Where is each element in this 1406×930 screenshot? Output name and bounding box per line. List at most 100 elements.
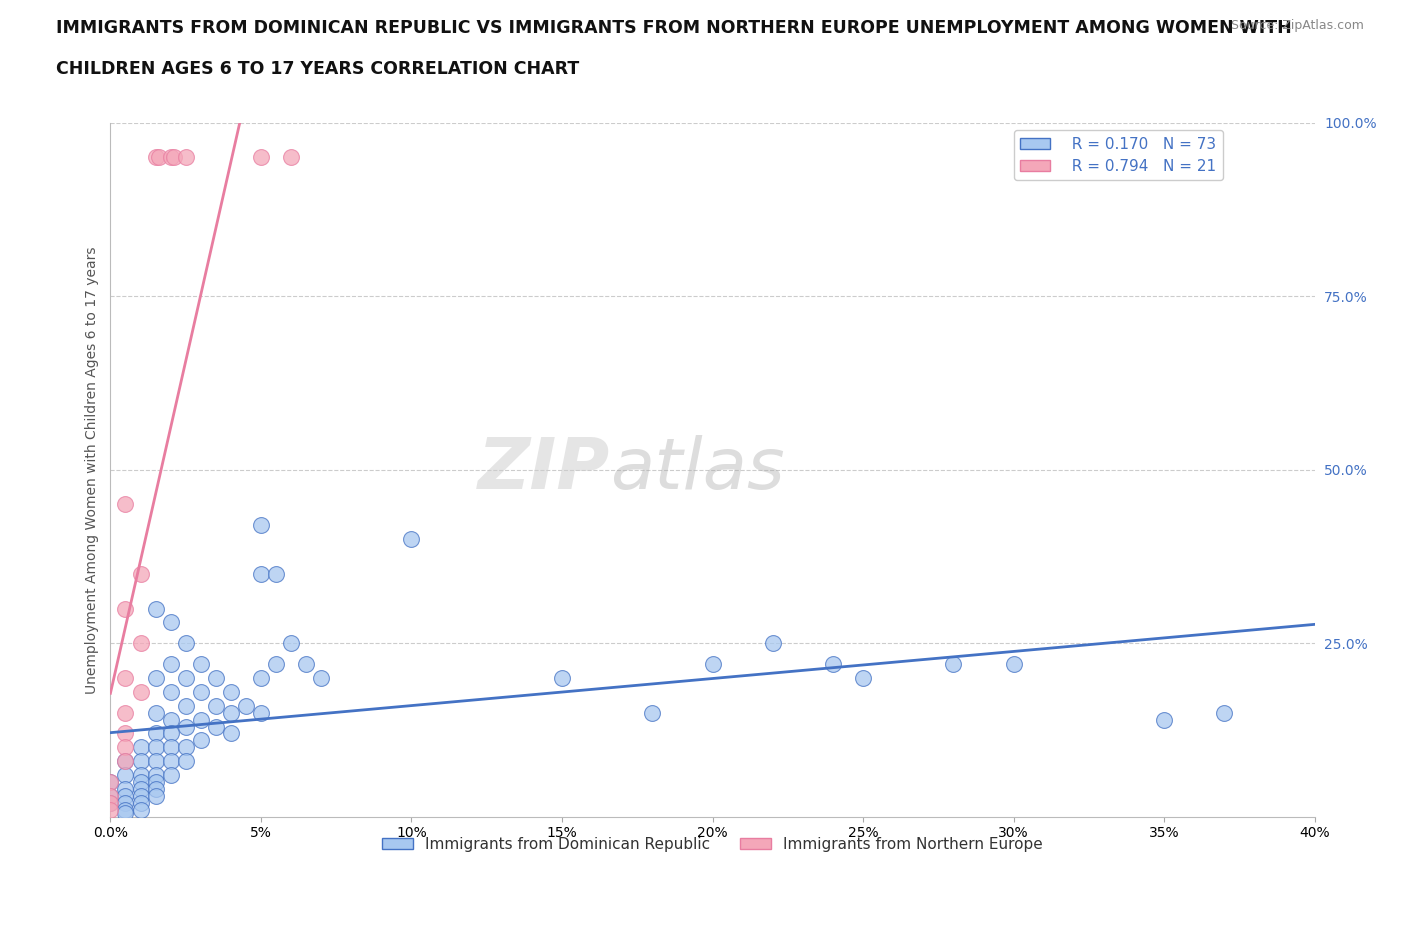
Point (174, 671, 197, 685)
Point (145, 705, 167, 720)
Point (159, 712, 181, 727)
Point (551, 671, 574, 685)
Legend: Immigrants from Dominican Republic, Immigrants from Northern Europe: Immigrants from Dominican Republic, Immi… (375, 830, 1049, 857)
Point (174, 150, 197, 165)
Point (1002, 657, 1025, 671)
Point (145, 781, 167, 796)
Point (942, 657, 965, 671)
Point (114, 726, 136, 741)
Point (190, 712, 212, 727)
Text: atlas: atlas (610, 435, 785, 504)
Point (114, 705, 136, 720)
Point (219, 705, 242, 720)
Point (145, 767, 167, 782)
Point (190, 733, 212, 748)
Point (250, 705, 273, 720)
Point (114, 753, 136, 768)
Point (114, 497, 136, 512)
Point (190, 684, 212, 699)
Point (114, 753, 136, 768)
Point (129, 636, 152, 651)
Point (159, 726, 181, 741)
Point (145, 150, 167, 165)
Point (114, 803, 136, 817)
Point (264, 566, 287, 581)
Point (114, 671, 136, 685)
Point (159, 615, 181, 630)
Point (852, 671, 875, 685)
Y-axis label: Unemployment Among Women with Children Ages 6 to 17 years: Unemployment Among Women with Children A… (86, 246, 100, 694)
Point (129, 775, 152, 790)
Point (401, 532, 423, 547)
Point (190, 657, 212, 671)
Point (159, 740, 181, 755)
Text: CHILDREN AGES 6 TO 17 YEARS CORRELATION CHART: CHILDREN AGES 6 TO 17 YEARS CORRELATION … (56, 60, 579, 78)
Point (100, 775, 122, 790)
Point (114, 805, 136, 820)
Point (159, 767, 181, 782)
Text: IMMIGRANTS FROM DOMINICAN REPUBLIC VS IMMIGRANTS FROM NORTHERN EUROPE UNEMPLOYME: IMMIGRANTS FROM DOMINICAN REPUBLIC VS IM… (56, 19, 1292, 36)
Text: ZIP: ZIP (478, 435, 610, 504)
Point (129, 789, 152, 804)
Point (159, 657, 181, 671)
Point (174, 740, 197, 755)
Point (129, 767, 152, 782)
Point (114, 795, 136, 810)
Point (159, 753, 181, 768)
Point (145, 753, 167, 768)
Point (129, 566, 152, 581)
Point (159, 684, 181, 699)
Point (250, 566, 273, 581)
Point (145, 671, 167, 685)
Point (235, 698, 257, 713)
Text: Source: ZipAtlas.com: Source: ZipAtlas.com (1230, 19, 1364, 32)
Point (204, 719, 226, 734)
Point (174, 636, 197, 651)
Point (129, 781, 152, 796)
Point (145, 789, 167, 804)
Point (174, 719, 197, 734)
Point (100, 803, 122, 817)
Point (219, 684, 242, 699)
Point (100, 775, 122, 790)
Point (100, 795, 122, 810)
Point (174, 698, 197, 713)
Point (114, 601, 136, 616)
Point (129, 753, 152, 768)
Point (129, 684, 152, 699)
Point (129, 803, 152, 817)
Point (204, 671, 226, 685)
Point (702, 657, 724, 671)
Point (762, 636, 785, 651)
Point (114, 789, 136, 804)
Point (100, 789, 122, 804)
Point (174, 753, 197, 768)
Point (129, 740, 152, 755)
Point (204, 698, 226, 713)
Point (264, 657, 287, 671)
Point (114, 781, 136, 796)
Point (309, 671, 332, 685)
Point (145, 775, 167, 790)
Point (114, 767, 136, 782)
Point (162, 150, 184, 165)
Point (114, 740, 136, 755)
Point (250, 150, 273, 165)
Point (129, 795, 152, 810)
Point (1213, 705, 1236, 720)
Point (100, 795, 122, 810)
Point (295, 657, 318, 671)
Point (1153, 712, 1175, 727)
Point (145, 601, 167, 616)
Point (280, 150, 302, 165)
Point (145, 740, 167, 755)
Point (148, 150, 170, 165)
Point (250, 671, 273, 685)
Point (641, 705, 664, 720)
Point (821, 657, 844, 671)
Point (280, 636, 302, 651)
Point (219, 726, 242, 741)
Point (100, 789, 122, 804)
Point (159, 150, 181, 165)
Point (145, 726, 167, 741)
